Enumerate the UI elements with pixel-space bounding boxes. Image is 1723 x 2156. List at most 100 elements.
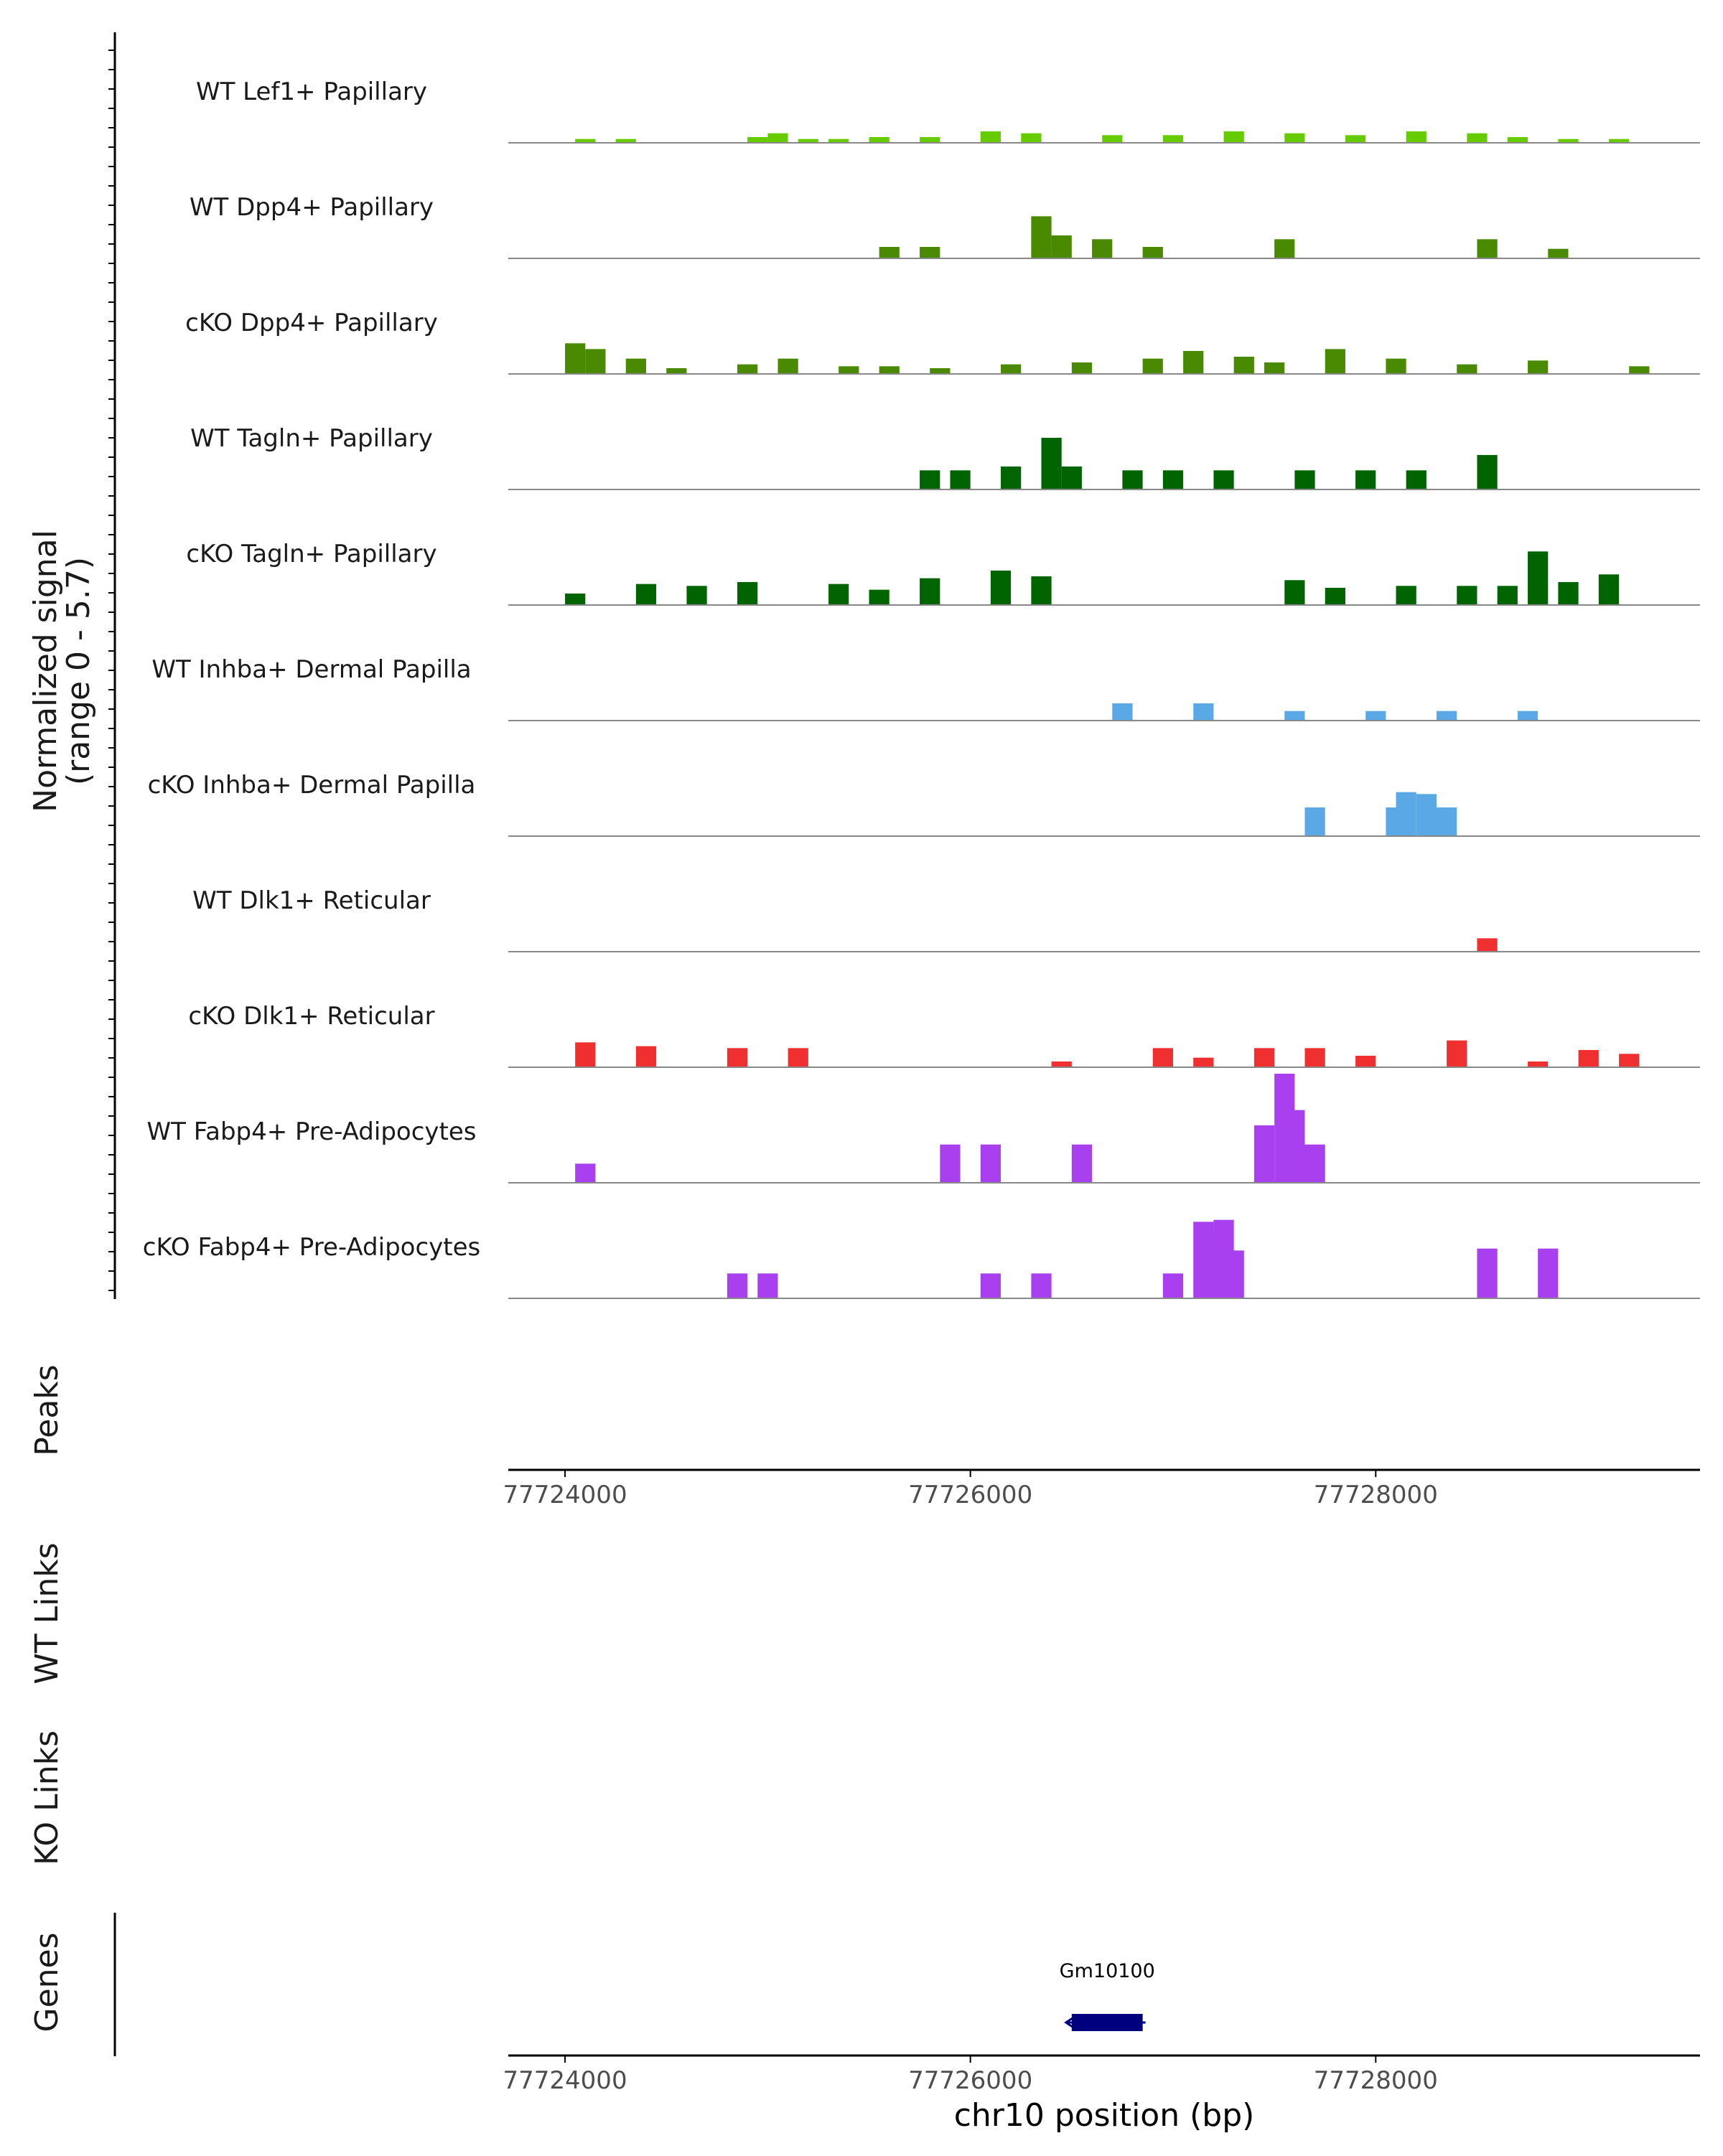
track-wt-fabp4-pre-adipocytes xyxy=(508,1074,1700,1184)
coverage-bin xyxy=(1223,131,1244,143)
coverage-bin xyxy=(1528,360,1549,374)
coverage-bin xyxy=(1355,1056,1376,1067)
x-axis-tick-label: 77728000 xyxy=(1314,1481,1438,1509)
ko-links-panel-label: KO Links xyxy=(29,1730,65,1865)
coverage-bin xyxy=(1021,133,1042,143)
track-wt-dlk1-reticular xyxy=(508,938,1700,952)
coverage-bin xyxy=(1071,362,1093,374)
coverage-bin xyxy=(1447,1040,1467,1067)
coverage-bin xyxy=(1507,137,1528,143)
coverage-bin xyxy=(1467,133,1488,143)
coverage-bin xyxy=(940,1144,961,1183)
coverage-bin xyxy=(1406,470,1427,489)
coverage-bin xyxy=(1001,364,1022,374)
coverage-bin xyxy=(1629,366,1650,374)
coverage-bin xyxy=(757,1273,778,1298)
coverage-bin xyxy=(1253,1048,1275,1067)
coverage-bin xyxy=(1477,1248,1498,1298)
coverage-bin xyxy=(1548,248,1569,258)
coverage-bin xyxy=(1223,1250,1244,1298)
track-label: WT Lef1+ Papillary xyxy=(196,78,427,106)
coverage-bin xyxy=(1416,794,1437,836)
y-axis-label-line: Normalized signal xyxy=(27,530,64,812)
coverage-bin xyxy=(1304,1048,1325,1067)
coverage-bin xyxy=(1436,807,1457,836)
track-label: cKO Fabp4+ Pre-Adipocytes xyxy=(143,1233,481,1262)
coverage-bin xyxy=(1233,357,1254,374)
coverage-bin xyxy=(1558,139,1579,143)
coverage-bin xyxy=(1457,586,1477,605)
coverage-bin xyxy=(635,1046,657,1067)
coverage-bin xyxy=(686,586,707,605)
coverage-bin xyxy=(1284,133,1305,143)
coverage-bin xyxy=(920,470,940,489)
coverage-bin xyxy=(1213,470,1234,489)
coverage-bin xyxy=(828,583,849,605)
coverage-bin xyxy=(565,594,586,605)
track-wt-inhba-dermal-papilla xyxy=(508,703,1700,721)
genes-panel-label: Genes xyxy=(29,1932,65,2032)
coverage-bin xyxy=(575,1163,596,1183)
coverage-bin xyxy=(737,364,758,374)
coverage-bin xyxy=(1051,235,1072,258)
track-label: WT Inhba+ Dermal Papilla xyxy=(151,655,471,684)
coverage-bin xyxy=(727,1048,748,1067)
coverage-bin xyxy=(980,1273,1001,1298)
coverage-bin xyxy=(869,589,889,605)
coverage-bin xyxy=(1031,1273,1052,1298)
coverage-bin xyxy=(1071,1144,1093,1183)
coverage-bin xyxy=(1619,1054,1640,1067)
peaks-panel-label: Peaks xyxy=(29,1364,65,1456)
coverage-bin xyxy=(920,247,940,258)
coverage-bin xyxy=(666,368,687,374)
coverage-bin xyxy=(1092,239,1113,258)
coverage-bin xyxy=(778,358,798,374)
coverage-bin xyxy=(1497,586,1518,605)
coverage-bin xyxy=(1325,588,1345,605)
coverage-bin xyxy=(1001,467,1022,489)
coverage-bin xyxy=(747,137,768,143)
coverage-bin xyxy=(1477,239,1498,258)
coverage-bin xyxy=(1345,135,1366,143)
track-wt-lef1-papillary xyxy=(508,131,1700,144)
coverage-bin xyxy=(1193,1057,1214,1067)
coverage-bin xyxy=(767,133,788,143)
wt-links-panel-label: WT Links xyxy=(29,1542,65,1684)
coverage-bin xyxy=(1538,1248,1559,1298)
coverage-bin xyxy=(990,571,1012,605)
coverage-bin xyxy=(1325,349,1345,374)
coverage-bin xyxy=(1396,792,1416,836)
track-label: WT Dlk1+ Reticular xyxy=(192,886,431,915)
y-axis-label-line: (range 0 - 5.7) xyxy=(60,557,97,785)
coverage-bin xyxy=(1528,551,1549,605)
track-wt-tagln-papillary xyxy=(508,438,1700,490)
coverage-bin xyxy=(879,247,900,258)
coverage-bin xyxy=(1253,1125,1275,1183)
coverage-bin xyxy=(1122,470,1143,489)
coverage-bin xyxy=(930,368,951,374)
gene-model xyxy=(1064,2014,1146,2031)
coverage-bin xyxy=(1457,364,1477,374)
coverage-bin xyxy=(737,582,758,605)
coverage-bin xyxy=(1193,703,1214,721)
track-label: cKO Dpp4+ Papillary xyxy=(185,309,438,337)
coverage-bin xyxy=(1558,582,1579,605)
coverage-bin xyxy=(1284,711,1305,721)
coverage-bin xyxy=(1162,135,1184,143)
coverage-bin xyxy=(635,583,657,605)
track-label: cKO Dlk1+ Reticular xyxy=(188,1002,434,1031)
coverage-bin xyxy=(1031,576,1052,605)
coverage-bin xyxy=(727,1273,748,1298)
x-axis-tick-label: 77726000 xyxy=(908,2066,1032,2095)
coverage-bin xyxy=(1578,1050,1599,1067)
coverage-bin xyxy=(1112,703,1133,721)
coverage-bin xyxy=(788,1048,808,1067)
track-wt-dpp4-papillary xyxy=(508,216,1700,259)
track-label: WT Fabp4+ Pre-Adipocytes xyxy=(147,1117,477,1146)
coverage-bin xyxy=(1162,1273,1184,1298)
coverage-bin xyxy=(1102,135,1123,143)
coverage-bin xyxy=(1396,586,1416,605)
coverage-bin xyxy=(1598,574,1620,605)
